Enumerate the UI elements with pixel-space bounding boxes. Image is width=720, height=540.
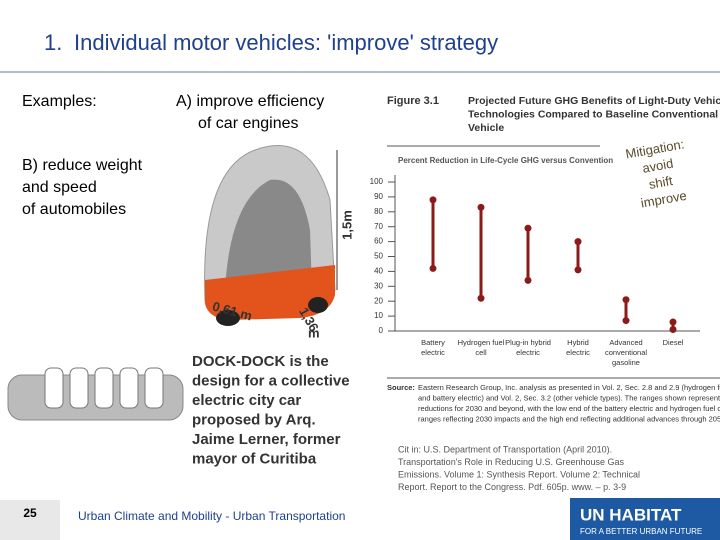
x-tick-label: Battery [421, 338, 445, 347]
y-tick-label: 50 [374, 252, 383, 261]
range-low [669, 326, 677, 334]
source-line: Eastern Research Group, Inc. analysis as… [418, 383, 720, 392]
figure-title-line: Technologies Compared to Baseline Conven… [468, 108, 720, 120]
example-a: A) improve efficiency [176, 93, 324, 110]
caption-line: DOCK-DOCK is the [192, 353, 329, 370]
x-tick-label: Plug-in hybrid [505, 338, 551, 347]
page-number: 25 [23, 506, 37, 520]
x-tick-label: conventional [605, 348, 647, 357]
car-height: 1,5m [339, 210, 354, 240]
x-tick-label: electric [516, 348, 540, 357]
y-tick-label: 80 [374, 207, 383, 216]
y-tick-label: 60 [374, 237, 383, 246]
range-low [622, 317, 630, 325]
citation-line: Report. Report to the Congress. Pdf. 605… [398, 482, 626, 492]
y-tick-label: 30 [374, 281, 383, 290]
caption-line: mayor of Curitiba [192, 450, 317, 467]
x-tick-label: Hybrid [567, 338, 589, 347]
range-high [669, 318, 677, 326]
caption-line: Jaime Lerner, former [192, 431, 341, 448]
y-tick-label: 70 [374, 222, 383, 231]
layout [0, 71, 720, 540]
figure-label: Figure 3.1 [387, 95, 439, 107]
citation-line: Transportation's Role in Reducing U.S. G… [398, 457, 625, 467]
logo-tagline: FOR A BETTER URBAN FUTURE [580, 527, 702, 536]
y-tick-label: 40 [374, 267, 383, 276]
source-line: reductions for 2030 and beyond, with the… [418, 404, 720, 413]
range-high [524, 224, 532, 232]
example-b: B) reduce weight [22, 157, 143, 174]
source-line: and battery electric) and Vol. 2, Sec. 3… [418, 393, 720, 402]
range-high [574, 238, 582, 246]
range-low [477, 294, 485, 302]
footer-text: Urban Climate and Mobility - Urban Trans… [78, 509, 345, 523]
figure-title-line: Projected Future GHG Benefits of Light-D… [468, 95, 720, 107]
examples-label: Examples: [22, 93, 97, 110]
source-label: Source: [387, 383, 415, 392]
x-tick-label: Hydrogen fuel [458, 338, 505, 347]
source-line: ranges reflecting 2030 impacts and the h… [418, 414, 720, 423]
x-tick-label: gasoline [612, 358, 640, 367]
y-tick-label: 90 [374, 192, 383, 201]
example-b: and speed [22, 179, 97, 196]
y-tick-label: 20 [374, 296, 383, 305]
caption-line: proposed by Arq. [192, 411, 316, 428]
figure-title-line: Vehicle [468, 122, 504, 134]
slide-number-label: 1. [44, 30, 62, 55]
mitigation-line: avoid [641, 156, 674, 176]
range-low [524, 276, 532, 284]
mitigation-line: shift [648, 173, 674, 192]
y-tick-label: 0 [379, 326, 384, 335]
car-length: m [308, 325, 320, 340]
caption-line: electric city car [192, 392, 301, 409]
logo: UN HABITAT [580, 505, 682, 524]
range-high [429, 196, 437, 204]
x-tick-label: Diesel [663, 338, 684, 347]
x-tick-label: electric [566, 348, 590, 357]
y-tick-label: 100 [370, 177, 384, 186]
y-tick-label: 10 [374, 311, 383, 320]
range-low [574, 266, 582, 274]
x-tick-label: Advanced [609, 338, 642, 347]
citation-line: Emissions. Volume 1: Synthesis Report. V… [398, 469, 640, 479]
citation-line: Cit in: U.S. Department of Transportatio… [398, 444, 612, 454]
x-tick-label: cell [475, 348, 487, 357]
range-low [429, 264, 437, 272]
slide-title: Individual motor vehicles: 'improve' str… [74, 30, 498, 55]
range-high [622, 296, 630, 304]
example-b: of automobiles [22, 201, 126, 218]
example-a: of car engines [198, 115, 299, 132]
caption-line: design for a collective [192, 372, 350, 389]
range-high [477, 203, 485, 211]
chart-subtitle: Percent Reduction in Life-Cycle GHG vers… [398, 156, 613, 165]
x-tick-label: electric [421, 348, 445, 357]
